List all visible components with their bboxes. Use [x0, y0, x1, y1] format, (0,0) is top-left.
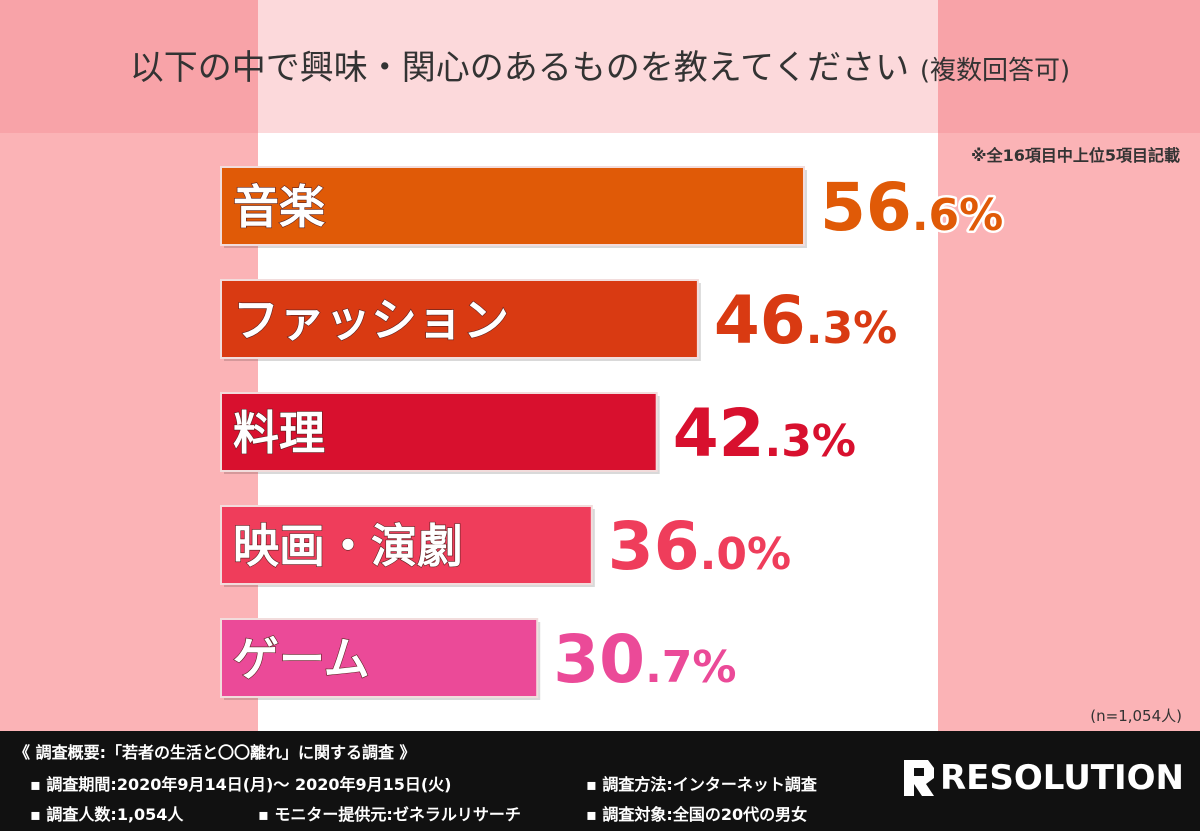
category-label: 映画・演劇 [233, 519, 463, 573]
bar-chart: 音楽 56.6% ファッション 46.3% 料理 42.3% 映画・演劇 36.0% ゲーム 30… [220, 166, 1006, 701]
category-label: 音楽 [233, 180, 325, 234]
r-mark-icon [903, 760, 934, 796]
chart-title-qualifier: (複数回答可) [919, 56, 1071, 86]
survey-summary: 《 調査概要:「若者の生活と〇〇離れ」に関する調査 》 [14, 743, 416, 762]
bar-2 [220, 279, 699, 359]
bar-1 [220, 166, 805, 246]
survey-target: ▪ 調査対象:全国の20代の男女 [586, 805, 808, 824]
value-label: 30.7% [553, 621, 736, 698]
value-label: 36.0% [608, 508, 791, 585]
bar-5 [220, 618, 539, 698]
value-label: 46.3% [714, 282, 897, 359]
bar-3 [220, 392, 658, 472]
value-label: 56.6% [820, 169, 1003, 246]
category-label: ゲーム [233, 632, 370, 686]
category-label: 料理 [233, 406, 325, 460]
survey-method: ▪ 調査方法:インターネット調査 [586, 775, 817, 794]
survey-respondents: ▪ 調査人数:1,054人 [30, 805, 184, 824]
bar-4 [220, 505, 593, 585]
survey-provider: ▪ モニター提供元:ゼネラルリサーチ [258, 805, 521, 824]
value-label: 42.3% [673, 395, 856, 472]
survey-footer: 《 調査概要:「若者の生活と〇〇離れ」に関する調査 》 ▪ 調査期間:2020年… [0, 731, 1200, 831]
header-center-band [258, 0, 938, 133]
chart-title-text: 以下の中で興味・関心のあるものを教えてください [129, 48, 910, 88]
resolution-logo: RESOLUTION [900, 758, 1184, 798]
items-note: ※全16項目中上位5項目記載 [971, 146, 1180, 165]
chart-title: 以下の中で興味・関心のあるものを教えてください (複数回答可) [0, 40, 1200, 89]
survey-period: ▪ 調査期間:2020年9月14日(月)〜 2020年9月15日(火) [30, 775, 452, 794]
category-label: ファッション [233, 293, 509, 347]
logo-text: RESOLUTION [939, 758, 1184, 798]
sample-size-label: (n=1,054人) [1090, 707, 1182, 725]
